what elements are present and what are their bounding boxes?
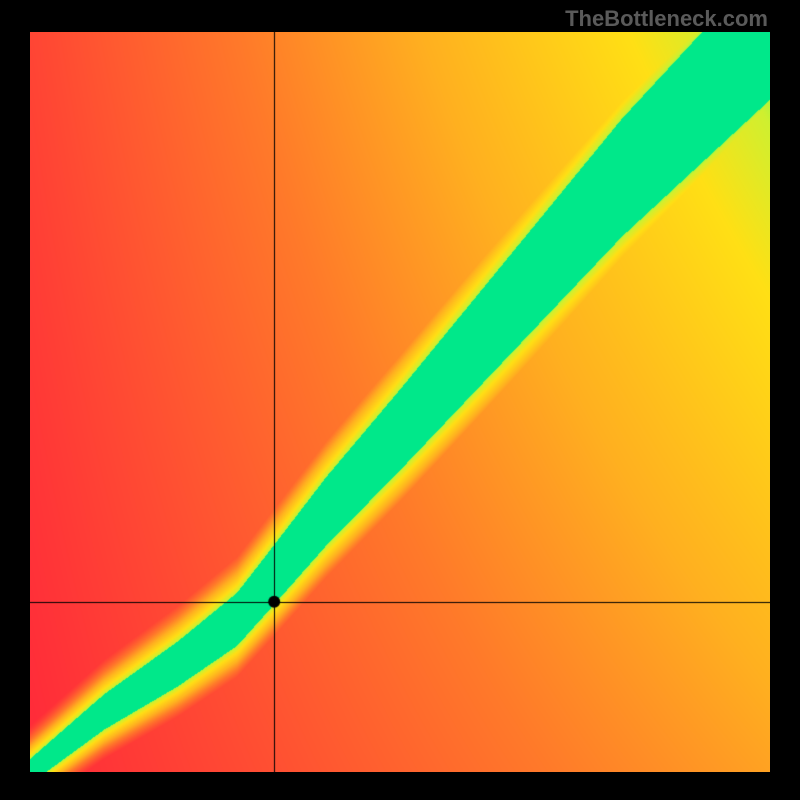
bottleneck-heatmap (30, 32, 770, 772)
chart-container: { "watermark": { "text": "TheBottleneck.… (0, 0, 800, 800)
watermark-text: TheBottleneck.com (565, 6, 768, 32)
